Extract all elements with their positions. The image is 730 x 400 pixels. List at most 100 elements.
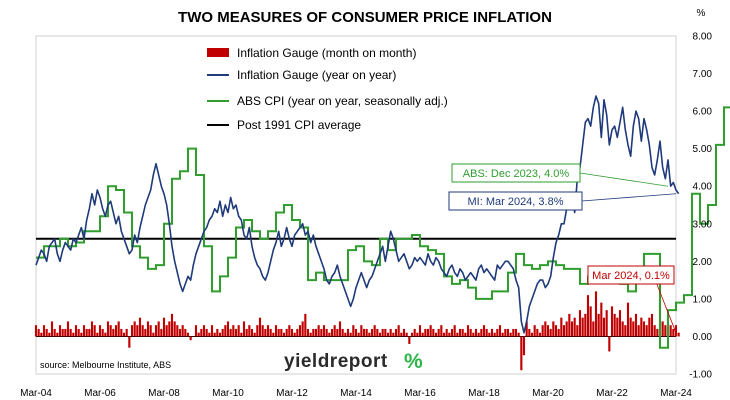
x-tick-label: Mar-18	[468, 388, 500, 399]
bar-mom	[152, 332, 155, 337]
bar-mom	[104, 332, 107, 337]
bar-mom	[552, 321, 555, 337]
bar-mom	[184, 328, 187, 337]
x-tick-label: Mar-06	[84, 388, 116, 399]
source-note: source: Melbourne Institute, ABS	[40, 360, 171, 370]
bar-mom	[589, 306, 592, 337]
bar-mom	[40, 332, 43, 337]
bar-mom	[418, 325, 422, 337]
bar-mom	[386, 332, 390, 337]
bar-mom	[461, 328, 464, 337]
bar-mom	[410, 332, 414, 337]
bar-mom	[493, 332, 496, 337]
bar-mom	[77, 328, 80, 337]
bar-mom	[392, 332, 395, 337]
bar-mom	[258, 317, 262, 337]
bar-mom	[664, 325, 667, 337]
bar-mom	[626, 302, 630, 337]
bar-mom	[290, 328, 294, 337]
bar-mom	[328, 332, 331, 337]
bar-mom	[546, 325, 550, 337]
bar-mom	[354, 328, 358, 337]
bar-mom	[248, 325, 251, 337]
bar-mom	[264, 328, 267, 337]
bar-mom	[61, 328, 64, 337]
bar-mom	[645, 325, 648, 337]
bar-mom	[37, 328, 40, 337]
x-tick-label: Mar-14	[340, 388, 372, 399]
bar-mom	[424, 328, 427, 337]
bar-mom	[368, 332, 371, 337]
bar-mom	[176, 325, 179, 337]
bar-mom	[608, 336, 611, 352]
bar-mom	[72, 332, 75, 337]
bar-mom	[333, 325, 336, 337]
bar-mom	[288, 325, 291, 337]
bar-mom	[520, 336, 523, 371]
bar-mom	[576, 325, 579, 337]
bar-mom	[434, 332, 438, 337]
bar-mom	[349, 332, 352, 337]
bar-mom	[378, 332, 382, 337]
y-tick-label: 3.00	[693, 219, 713, 230]
bar-mom	[162, 317, 166, 337]
bar-mom	[232, 325, 235, 337]
legend-label-mi: Inflation Gauge (year on year)	[237, 68, 396, 82]
bar-mom	[322, 325, 326, 337]
bar-mom	[440, 325, 443, 337]
bar-mom	[370, 328, 374, 337]
bar-mom	[202, 325, 206, 337]
bar-mom	[266, 325, 270, 337]
bar-mom	[661, 321, 664, 337]
bar-mom	[469, 328, 472, 337]
bar-mom	[50, 321, 54, 337]
bar-mom	[269, 328, 272, 337]
bar-mom	[56, 332, 59, 337]
bar-mom	[341, 328, 344, 337]
annotation-label: ABS: Dec 2023, 4.0%	[463, 168, 570, 180]
bar-mom	[482, 325, 486, 337]
bar-mom	[365, 328, 368, 337]
bar-mom	[632, 321, 635, 337]
bar-mom	[613, 313, 616, 337]
bar-mom	[285, 328, 288, 337]
bar-mom	[181, 325, 184, 337]
bar-mom	[477, 332, 480, 337]
bar-mom	[600, 302, 603, 337]
bar-mom	[621, 321, 624, 337]
bar-mom	[509, 332, 512, 337]
bar-mom	[362, 328, 366, 337]
bar-mom	[597, 313, 600, 337]
bar-mom	[274, 325, 278, 337]
bar-mom	[525, 321, 528, 337]
annotation-leader	[579, 172, 669, 187]
bar-mom	[136, 325, 139, 337]
y-tick-label: 2.00	[693, 257, 713, 268]
bar-mom	[384, 328, 387, 337]
bar-mom	[186, 332, 190, 337]
bar-mom	[610, 306, 614, 337]
bar-mom	[456, 332, 459, 337]
bar-mom	[317, 325, 320, 337]
legend: Inflation Gauge (month on month) Inflati…	[207, 46, 448, 132]
bar-mom	[480, 328, 483, 337]
bar-mom	[637, 325, 640, 337]
bar-mom	[45, 328, 48, 337]
plot-area-frame	[35, 35, 677, 375]
bar-mom	[194, 325, 198, 337]
bar-mom	[301, 321, 304, 337]
bar-mom	[496, 328, 499, 337]
bar-mom	[96, 332, 99, 337]
annotation-box	[587, 265, 675, 285]
bar-mom	[674, 325, 678, 337]
bar-mom	[669, 325, 672, 337]
bar-mom	[618, 310, 622, 337]
bar-mom	[381, 328, 384, 337]
legend-label-avg: Post 1991 CPI average	[237, 118, 361, 132]
y-tick-label: 6.00	[693, 107, 713, 118]
bar-mom	[357, 332, 360, 337]
bar-mom	[570, 321, 574, 337]
bar-mom	[624, 325, 627, 337]
y-tick-label: 5.00	[693, 144, 713, 155]
bar-mom	[146, 321, 150, 337]
